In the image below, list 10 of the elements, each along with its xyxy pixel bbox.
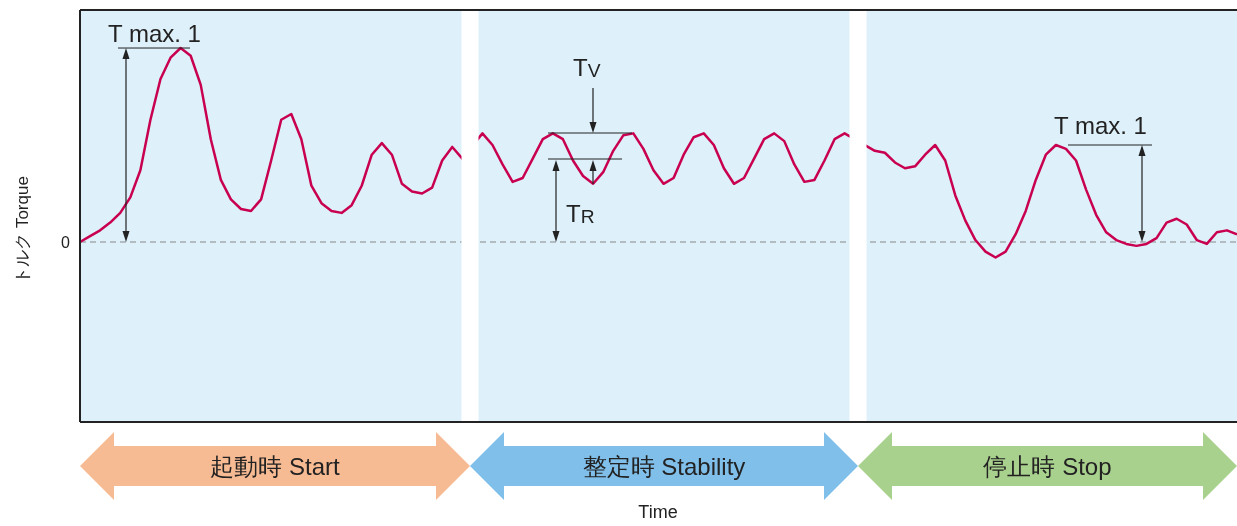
annotation: T max. 1 [1054,112,1147,139]
y-axis-title: トルク Torque [13,176,32,284]
text: 停止時 Stop [983,453,1112,480]
text: T max. 1 [108,20,201,47]
ref-line-label: 0 [61,233,71,251]
text: 起動時 Start [210,453,340,480]
text: Time [638,502,678,522]
text: 整定時 Stability [582,453,746,480]
annotation: TR [566,200,595,227]
annotation: TV [573,54,601,81]
